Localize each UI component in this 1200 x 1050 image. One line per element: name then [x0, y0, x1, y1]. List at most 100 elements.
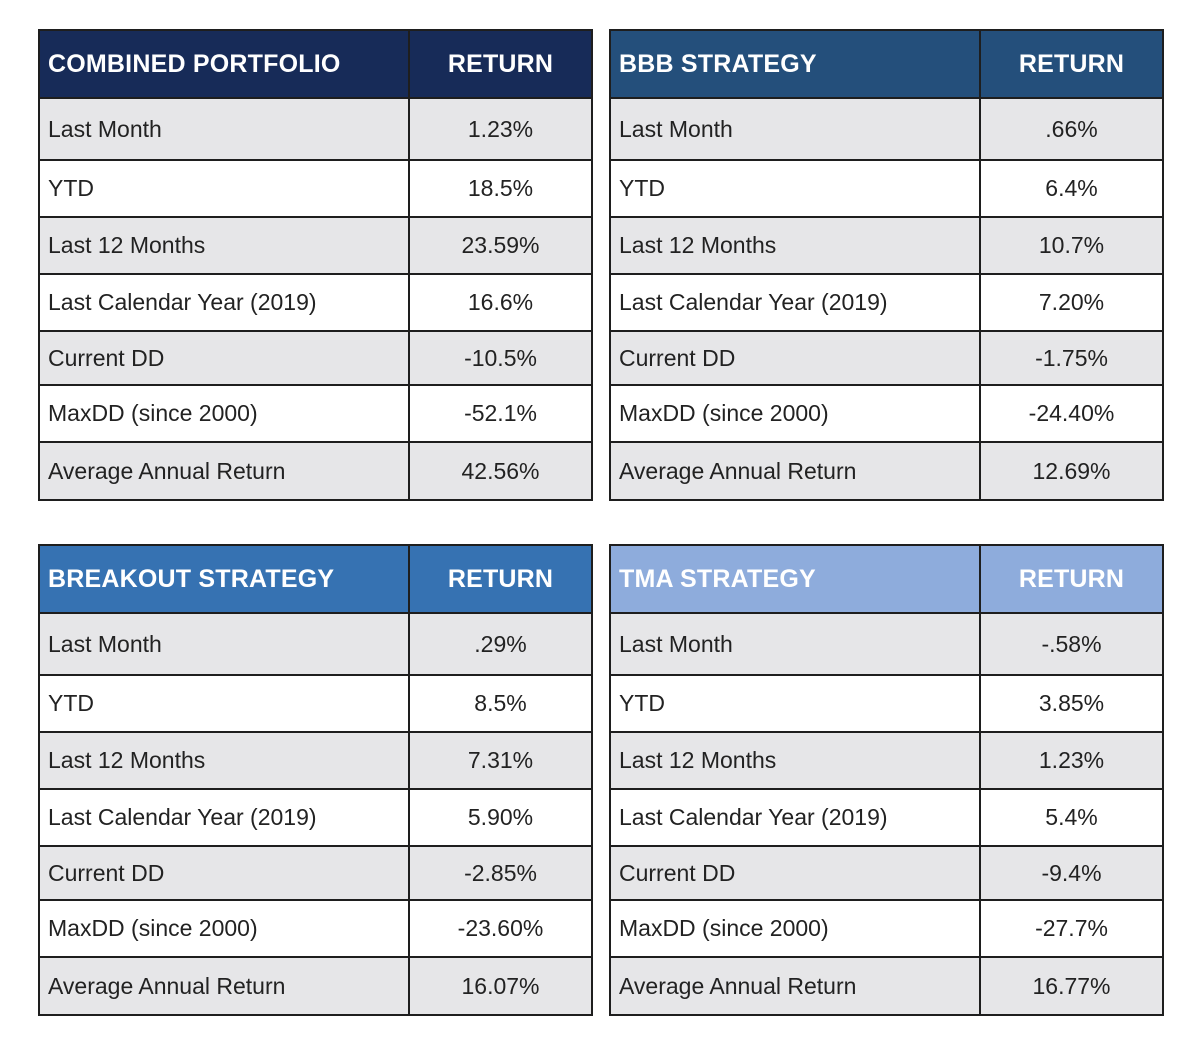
- bbb-strategy-table: BBB STRATEGY RETURN Last Month .66% YTD …: [609, 29, 1164, 501]
- row-label: YTD: [609, 674, 981, 733]
- row-value: 6.4%: [979, 159, 1164, 218]
- row-value: -9.4%: [979, 845, 1164, 901]
- row-label: YTD: [38, 159, 410, 218]
- table-row: Last Month -.58%: [609, 612, 1164, 676]
- row-label: Average Annual Return: [609, 441, 981, 501]
- row-value: 5.90%: [408, 788, 593, 847]
- row-label: YTD: [38, 674, 410, 733]
- row-label: MaxDD (since 2000): [609, 384, 981, 443]
- row-value: 23.59%: [408, 216, 593, 275]
- table-row: Last Month .29%: [38, 612, 593, 676]
- row-label: Average Annual Return: [38, 956, 410, 1016]
- row-value: 16.6%: [408, 273, 593, 332]
- row-value: -1.75%: [979, 330, 1164, 386]
- row-label: Last Calendar Year (2019): [609, 788, 981, 847]
- row-value: -27.7%: [979, 899, 1164, 958]
- row-label: Last 12 Months: [38, 216, 410, 275]
- row-value: -23.60%: [408, 899, 593, 958]
- row-label: Last Month: [38, 612, 410, 676]
- row-label: MaxDD (since 2000): [38, 899, 410, 958]
- row-label: Current DD: [609, 845, 981, 901]
- row-label: Last 12 Months: [609, 731, 981, 790]
- table-row: Last Calendar Year (2019) 16.6%: [38, 273, 593, 332]
- row-value: -10.5%: [408, 330, 593, 386]
- table-row: Last Month .66%: [609, 97, 1164, 161]
- return-column-header: RETURN: [979, 29, 1164, 99]
- row-label: Current DD: [38, 330, 410, 386]
- table-row: MaxDD (since 2000) -52.1%: [38, 384, 593, 443]
- row-label: Last 12 Months: [38, 731, 410, 790]
- row-label: Last Month: [609, 97, 981, 161]
- breakout-strategy-table: BREAKOUT STRATEGY RETURN Last Month .29%…: [38, 544, 593, 1016]
- combined-portfolio-table: COMBINED PORTFOLIO RETURN Last Month 1.2…: [38, 29, 593, 501]
- table-title: COMBINED PORTFOLIO: [38, 29, 410, 99]
- table-row: YTD 3.85%: [609, 674, 1164, 733]
- tma-strategy-table: TMA STRATEGY RETURN Last Month -.58% YTD…: [609, 544, 1164, 1016]
- return-column-header: RETURN: [408, 544, 593, 614]
- table-row: Last Month 1.23%: [38, 97, 593, 161]
- row-value: 8.5%: [408, 674, 593, 733]
- row-label: Last Calendar Year (2019): [609, 273, 981, 332]
- row-label: MaxDD (since 2000): [609, 899, 981, 958]
- row-value: 1.23%: [979, 731, 1164, 790]
- row-label: MaxDD (since 2000): [38, 384, 410, 443]
- row-value: 10.7%: [979, 216, 1164, 275]
- row-label: Current DD: [609, 330, 981, 386]
- row-value: 5.4%: [979, 788, 1164, 847]
- row-value: .29%: [408, 612, 593, 676]
- table-row: Last 12 Months 23.59%: [38, 216, 593, 275]
- table-row: YTD 6.4%: [609, 159, 1164, 218]
- table-header-row: COMBINED PORTFOLIO RETURN: [38, 29, 593, 99]
- row-value: -24.40%: [979, 384, 1164, 443]
- row-value: -52.1%: [408, 384, 593, 443]
- table-row: Average Annual Return 42.56%: [38, 441, 593, 501]
- row-value: 7.31%: [408, 731, 593, 790]
- row-value: -2.85%: [408, 845, 593, 901]
- row-value: 42.56%: [408, 441, 593, 501]
- row-value: 16.77%: [979, 956, 1164, 1016]
- row-value: 16.07%: [408, 956, 593, 1016]
- row-label: Average Annual Return: [38, 441, 410, 501]
- row-label: Last Calendar Year (2019): [38, 273, 410, 332]
- table-row: Average Annual Return 16.07%: [38, 956, 593, 1016]
- row-value: 1.23%: [408, 97, 593, 161]
- row-value: 3.85%: [979, 674, 1164, 733]
- table-row: Last 12 Months 1.23%: [609, 731, 1164, 790]
- table-row: Average Annual Return 16.77%: [609, 956, 1164, 1016]
- table-title: TMA STRATEGY: [609, 544, 981, 614]
- return-column-header: RETURN: [408, 29, 593, 99]
- table-row: Last Calendar Year (2019) 5.90%: [38, 788, 593, 847]
- row-label: Average Annual Return: [609, 956, 981, 1016]
- row-value: -.58%: [979, 612, 1164, 676]
- table-row: Last 12 Months 10.7%: [609, 216, 1164, 275]
- row-label: Current DD: [38, 845, 410, 901]
- table-row: Last 12 Months 7.31%: [38, 731, 593, 790]
- row-label: YTD: [609, 159, 981, 218]
- row-value: 12.69%: [979, 441, 1164, 501]
- row-value: .66%: [979, 97, 1164, 161]
- table-header-row: BBB STRATEGY RETURN: [609, 29, 1164, 99]
- table-title: BREAKOUT STRATEGY: [38, 544, 410, 614]
- table-row: MaxDD (since 2000) -24.40%: [609, 384, 1164, 443]
- table-row: Current DD -1.75%: [609, 330, 1164, 386]
- table-row: Average Annual Return 12.69%: [609, 441, 1164, 501]
- row-value: 7.20%: [979, 273, 1164, 332]
- row-label: Last Calendar Year (2019): [38, 788, 410, 847]
- row-label: Last 12 Months: [609, 216, 981, 275]
- row-value: 18.5%: [408, 159, 593, 218]
- row-label: Last Month: [38, 97, 410, 161]
- table-title: BBB STRATEGY: [609, 29, 981, 99]
- row-label: Last Month: [609, 612, 981, 676]
- table-row: YTD 8.5%: [38, 674, 593, 733]
- table-row: YTD 18.5%: [38, 159, 593, 218]
- table-row: Last Calendar Year (2019) 7.20%: [609, 273, 1164, 332]
- table-row: Current DD -9.4%: [609, 845, 1164, 901]
- table-row: MaxDD (since 2000) -23.60%: [38, 899, 593, 958]
- return-column-header: RETURN: [979, 544, 1164, 614]
- table-header-row: TMA STRATEGY RETURN: [609, 544, 1164, 614]
- table-row: Current DD -2.85%: [38, 845, 593, 901]
- table-row: Last Calendar Year (2019) 5.4%: [609, 788, 1164, 847]
- table-row: Current DD -10.5%: [38, 330, 593, 386]
- table-row: MaxDD (since 2000) -27.7%: [609, 899, 1164, 958]
- table-header-row: BREAKOUT STRATEGY RETURN: [38, 544, 593, 614]
